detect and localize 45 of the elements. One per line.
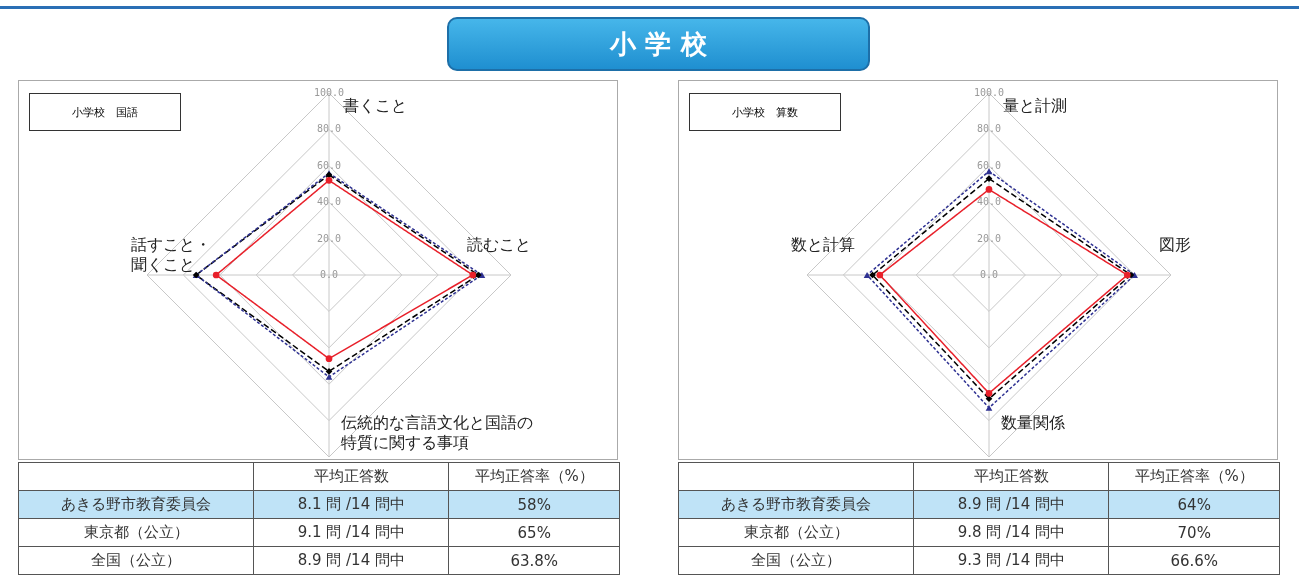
spoke-label: 量と計測 [1003, 95, 1067, 115]
text: 66.6% [1108, 546, 1280, 575]
text: 東京都（公立） [678, 518, 914, 547]
y-tick-label: 0.0 [319, 269, 339, 280]
y-tick-label: 100.0 [313, 87, 345, 98]
text: 65% [448, 518, 620, 547]
y-tick-label: 40.0 [976, 196, 1002, 208]
text: 全国（公立） [678, 546, 914, 575]
y-tick-label: 100.0 [973, 87, 1005, 98]
text: 平均正答数 [913, 462, 1109, 491]
text: 58% [448, 490, 620, 519]
spoke-label: 書くこと [343, 95, 407, 115]
spoke-label: 数と計算 [791, 235, 855, 254]
text: 64% [1108, 490, 1280, 519]
y-tick-label: 80.0 [976, 123, 1002, 135]
text: 8.9 問 /14 問中 [913, 490, 1109, 519]
spoke-label: 伝統的な言語文化と国語の特質に関する事項 [341, 413, 533, 453]
y-tick-label: 80.0 [316, 123, 342, 135]
text: 平均正答率（%） [1108, 462, 1280, 491]
text: 70% [1108, 518, 1280, 547]
y-tick-label: 0.0 [979, 269, 999, 280]
text: 63.8% [448, 546, 620, 575]
text: 全国（公立） [18, 546, 254, 575]
spoke-label: 図形 [1159, 235, 1191, 254]
text: 小学校 算数 [689, 93, 841, 131]
text: 8.1 問 /14 問中 [253, 490, 449, 519]
y-tick-label: 60.0 [316, 159, 342, 171]
text: 9.3 問 /14 問中 [913, 546, 1109, 575]
y-tick-label: 60.0 [976, 159, 1002, 171]
text: あきる野市教育委員会 [18, 490, 254, 519]
text: 小 学 校 [447, 17, 870, 71]
text: 東京都（公立） [18, 518, 254, 547]
text: 平均正答率（%） [448, 462, 620, 491]
text: 8.9 問 /14 問中 [253, 546, 449, 575]
text: 9.8 問 /14 問中 [913, 518, 1109, 547]
text: あきる野市教育委員会 [678, 490, 914, 519]
text: 平均正答数 [253, 462, 449, 491]
y-tick-label: 20.0 [976, 232, 1002, 244]
spoke-label: 読むこと [467, 235, 531, 254]
spoke-label: 数量関係 [1001, 413, 1065, 433]
text: 小学校 国語 [29, 93, 181, 131]
spoke-label: 話すこと・聞くこと [131, 235, 211, 274]
y-tick-label: 20.0 [316, 232, 342, 244]
y-tick-label: 40.0 [316, 196, 342, 208]
text: 9.1 問 /14 問中 [253, 518, 449, 547]
